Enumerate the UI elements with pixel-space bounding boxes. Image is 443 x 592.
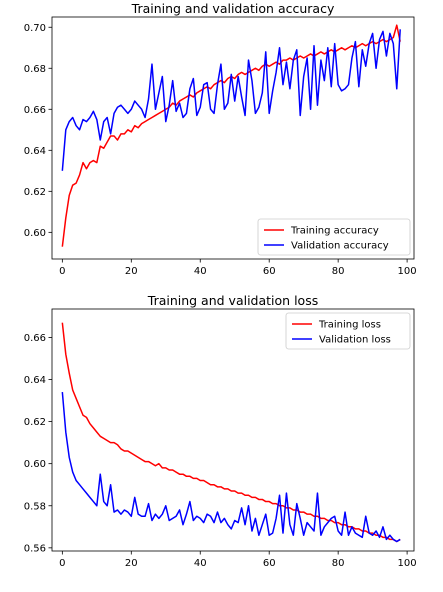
x-tick-label: 60 <box>263 558 276 569</box>
x-tick-label: 0 <box>59 266 65 277</box>
plot-area <box>61 24 401 247</box>
x-tick-label: 20 <box>125 558 138 569</box>
x-tick-label: 20 <box>125 266 138 277</box>
x-tick-label: 0 <box>59 558 65 569</box>
chart-title: Training and validation loss <box>147 293 318 308</box>
legend-box <box>257 218 411 256</box>
y-tick-label: 0.58 <box>24 501 46 512</box>
y-tick-label: 0.62 <box>24 187 46 198</box>
y-tick-label: 0.66 <box>24 333 46 344</box>
series-line-validation <box>61 29 401 171</box>
x-tick-label: 100 <box>398 558 417 569</box>
legend-label: Validation accuracy <box>291 241 389 252</box>
y-tick-label: 0.60 <box>24 228 46 239</box>
chart-title: Training and validation accuracy <box>131 1 335 16</box>
chart-2: Training and validation loss 0 20 40 60 80 100… <box>24 293 417 569</box>
series-line-training <box>61 24 401 247</box>
legend: Training accuracy Validation accuracy <box>257 218 411 256</box>
x-tick-label: 40 <box>194 558 207 569</box>
y-tick-label: 0.66 <box>24 105 46 116</box>
y-tick-label: 0.64 <box>24 375 46 386</box>
legend: Training loss Validation loss <box>285 312 411 350</box>
legend-box <box>285 312 411 350</box>
plot-area <box>61 322 401 543</box>
axes-frame <box>51 16 415 260</box>
legend-label: Training loss <box>318 320 381 331</box>
x-tick-label: 100 <box>398 266 417 277</box>
legend-label: Training accuracy <box>290 226 379 237</box>
chart-1: Training and validation accuracy 0 20 40 60 8… <box>24 1 417 277</box>
y-tick-label: 0.64 <box>24 146 46 157</box>
y-tick-label: 0.60 <box>24 459 46 470</box>
axes-frame <box>51 308 415 552</box>
y-tick-label: 0.68 <box>24 64 46 75</box>
x-tick-label: 80 <box>332 558 345 569</box>
x-tick-label: 40 <box>194 266 207 277</box>
legend-label: Validation loss <box>319 335 391 346</box>
series-line-validation <box>61 392 401 543</box>
y-tick-label: 0.70 <box>24 23 46 34</box>
x-tick-label: 80 <box>332 266 345 277</box>
y-tick-label: 0.62 <box>24 417 46 428</box>
x-tick-label: 60 <box>263 266 276 277</box>
y-tick-label: 0.56 <box>24 543 46 554</box>
